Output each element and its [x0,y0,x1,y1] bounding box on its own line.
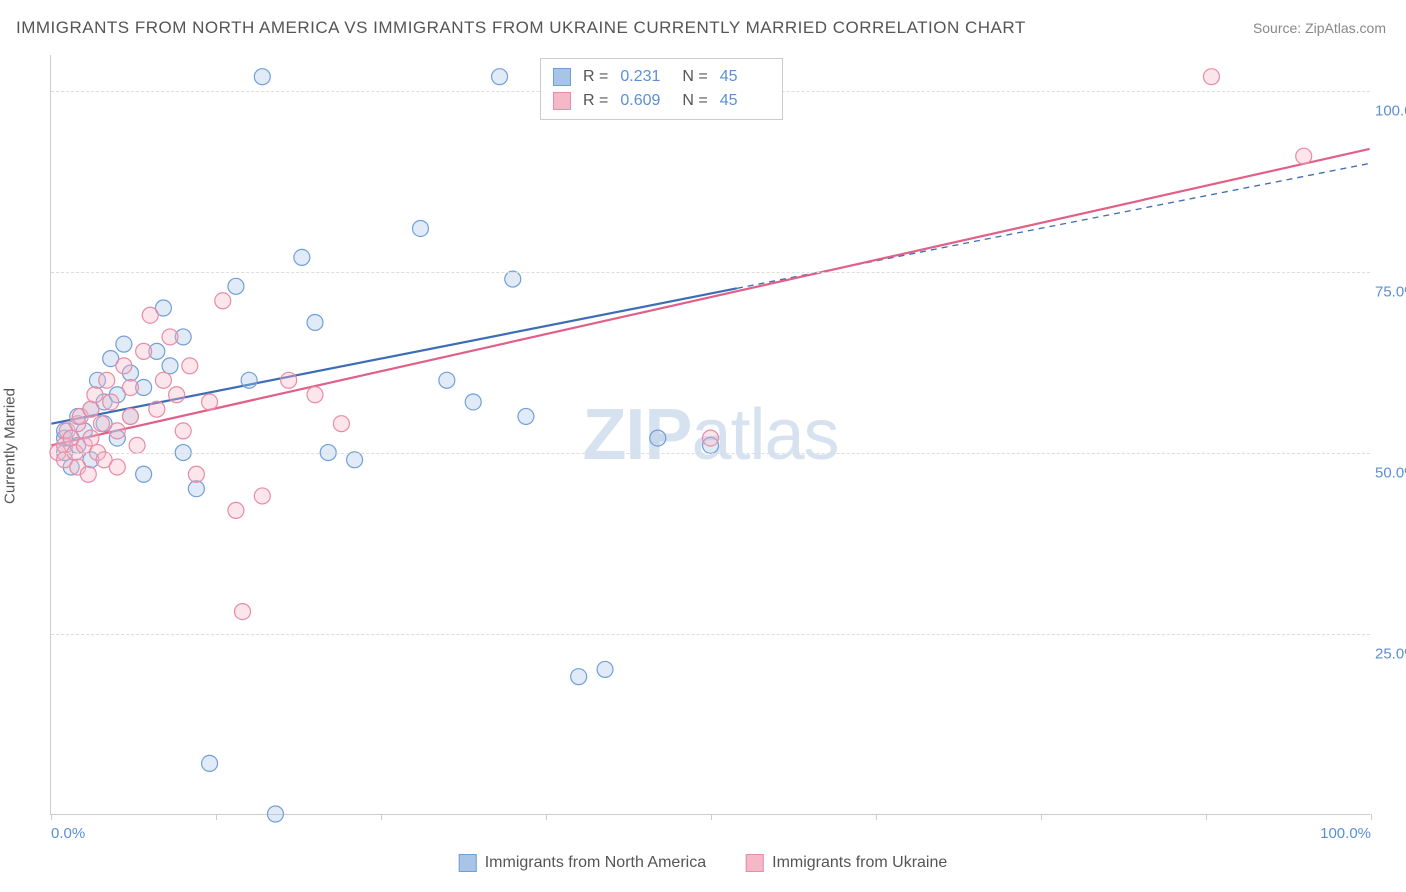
data-point [241,372,257,388]
trend-line [51,149,1369,445]
x-tick-label: 0.0% [51,825,85,842]
data-point [149,401,165,417]
data-point [116,336,132,352]
data-point [254,488,270,504]
data-point [597,661,613,677]
y-tick-label: 100.0% [1375,103,1406,120]
data-point [83,401,99,417]
data-point [347,452,363,468]
data-point [307,314,323,330]
series-legend: Immigrants from North America Immigrants … [459,854,948,872]
data-point [122,408,138,424]
data-point [412,220,428,236]
chart-title: IMMIGRANTS FROM NORTH AMERICA VS IMMIGRA… [16,18,1026,38]
x-tick [1206,814,1207,820]
legend-swatch [746,854,764,872]
data-point [1203,69,1219,85]
data-point [136,343,152,359]
data-point [109,423,125,439]
data-point [281,372,297,388]
source-label: Source: ZipAtlas.com [1253,20,1386,36]
x-tick [546,814,547,820]
data-point [103,394,119,410]
data-point [235,604,251,620]
legend-label: Immigrants from North America [485,854,706,872]
y-tick-label: 75.0% [1375,284,1406,301]
legend-label: Immigrants from Ukraine [772,854,947,872]
data-point [175,423,191,439]
data-point [254,69,270,85]
chart-svg [51,55,1370,814]
data-point [136,466,152,482]
legend-row: R = 0.609 N = 45 [553,89,770,113]
correlation-legend: R = 0.231 N = 45 R = 0.609 N = 45 [540,58,783,120]
data-point [703,430,719,446]
data-point [307,387,323,403]
data-point [83,430,99,446]
data-point [202,394,218,410]
r-label: R = [583,65,608,89]
data-point [228,278,244,294]
data-point [116,358,132,374]
legend-swatch [459,854,477,872]
data-point [122,380,138,396]
x-tick [51,814,52,820]
y-tick-label: 50.0% [1375,465,1406,482]
legend-swatch [553,92,571,110]
x-tick [876,814,877,820]
data-point [99,372,115,388]
x-tick-label: 100.0% [1320,825,1371,842]
x-tick [216,814,217,820]
gridline [51,272,1370,273]
n-value: 45 [720,89,770,113]
gridline [51,634,1370,635]
data-point [162,329,178,345]
data-point [267,806,283,822]
data-point [202,755,218,771]
y-tick-label: 25.0% [1375,646,1406,663]
y-axis-label: Currently Married [2,388,19,504]
legend-item: Immigrants from Ukraine [746,854,947,872]
data-point [1296,148,1312,164]
data-point [162,358,178,374]
data-point [93,416,109,432]
n-label: N = [682,89,707,113]
data-point [650,430,666,446]
n-label: N = [682,65,707,89]
data-point [129,437,145,453]
legend-swatch [553,68,571,86]
data-point [188,481,204,497]
data-point [182,358,198,374]
x-tick [1041,814,1042,820]
data-point [505,271,521,287]
data-point [333,416,349,432]
r-value: 0.231 [620,65,670,89]
x-tick [381,814,382,820]
data-point [465,394,481,410]
data-point [80,466,96,482]
x-tick [1371,814,1372,820]
data-point [492,69,508,85]
data-point [142,307,158,323]
data-point [571,669,587,685]
gridline [51,453,1370,454]
data-point [155,372,171,388]
data-point [87,387,103,403]
data-point [188,466,204,482]
data-point [228,502,244,518]
data-point [518,408,534,424]
legend-item: Immigrants from North America [459,854,706,872]
n-value: 45 [720,65,770,89]
x-tick [711,814,712,820]
r-label: R = [583,89,608,113]
data-point [294,249,310,265]
legend-row: R = 0.231 N = 45 [553,65,770,89]
data-point [109,459,125,475]
r-value: 0.609 [620,89,670,113]
data-point [215,293,231,309]
data-point [439,372,455,388]
data-point [169,387,185,403]
plot-area: ZIPatlas 25.0%50.0%75.0%100.0%0.0%100.0% [50,55,1370,815]
